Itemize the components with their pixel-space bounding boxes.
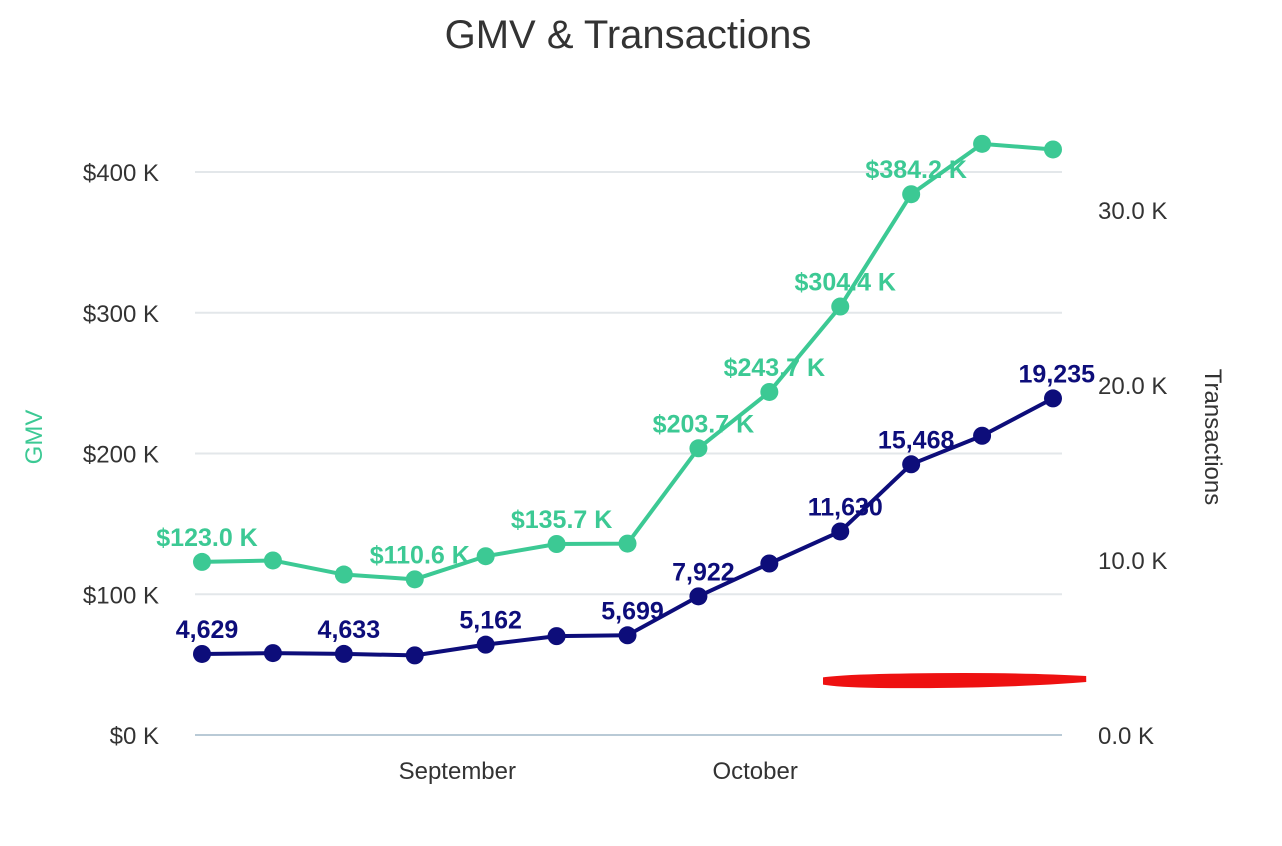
data-point (973, 426, 992, 445)
y2-tick-label: 0.0 K (1098, 723, 1154, 750)
right-axis: 0.0 K 10.0 K 20.0 K 30.0 K (1098, 198, 1167, 750)
data-point (973, 134, 992, 153)
data-point (263, 551, 282, 570)
data-point (1044, 389, 1062, 408)
data-point (547, 627, 566, 646)
data-point (902, 455, 921, 474)
data-label: 4,633 (318, 616, 381, 644)
data-label: $384.2 K (865, 156, 966, 184)
y-tick-label: $200 K (83, 442, 159, 469)
chart-title: GMV & Transactions (445, 13, 812, 57)
data-label: 4,629 (176, 616, 239, 644)
series-transactions: 4,629 4,633 5,162 5,699 7,922 11,630 15,468 19,… (176, 360, 1096, 665)
data-point (334, 644, 353, 663)
data-label: $123.0 K (156, 524, 257, 552)
series-line (201, 141, 1054, 582)
y2-axis-title: Transactions (1199, 369, 1226, 506)
series-gmv: $123.0 K $110.6 K $135.7 K $203.7 K $243.7 K… (156, 134, 1062, 589)
data-point (263, 644, 282, 663)
data-point (193, 552, 211, 571)
data-point (476, 547, 495, 566)
data-label: $135.7 K (511, 506, 612, 534)
y-tick-label: $300 K (83, 301, 159, 328)
y-tick-label: $0 K (110, 723, 159, 750)
data-point (476, 635, 495, 654)
x-axis: September October (399, 758, 798, 785)
x-tick-label: September (399, 758, 516, 785)
y-axis-title: GMV (21, 410, 48, 465)
y2-tick-label: 30.0 K (1098, 198, 1167, 225)
data-point (405, 570, 424, 589)
data-point (405, 646, 424, 665)
data-point (902, 185, 921, 204)
y-tick-label: $100 K (83, 582, 159, 609)
data-label: 5,699 (601, 597, 664, 625)
data-point (760, 382, 779, 401)
grid (195, 171, 1062, 736)
data-point (618, 626, 637, 645)
data-label: 7,922 (672, 558, 735, 586)
left-axis: $0 K $100 K $200 K $300 K $400 K (83, 160, 159, 750)
series-layer: $123.0 K $110.6 K $135.7 K $203.7 K $243.7 K… (156, 134, 1096, 665)
data-label: $110.6 K (370, 541, 470, 569)
data-point (689, 439, 708, 458)
data-label: 19,235 (1019, 360, 1096, 388)
data-point (334, 565, 353, 584)
data-label: $304.4 K (795, 269, 896, 297)
data-point (547, 535, 566, 554)
data-point (831, 297, 850, 316)
data-label: 11,630 (808, 493, 883, 521)
data-point (831, 522, 850, 541)
data-label: $203.7 K (653, 410, 754, 438)
data-point (689, 587, 708, 606)
data-point (618, 534, 637, 553)
data-point (760, 554, 779, 573)
data-label: 15,468 (878, 426, 955, 454)
red-marker-stroke (823, 673, 1087, 689)
data-point (1044, 140, 1062, 159)
data-label: $243.7 K (724, 354, 825, 382)
y-tick-label: $400 K (83, 160, 159, 187)
x-tick-label: October (712, 758, 797, 785)
y2-tick-label: 10.0 K (1098, 548, 1167, 575)
y2-tick-label: 20.0 K (1098, 373, 1167, 400)
data-label: 5,162 (459, 607, 522, 635)
data-point (193, 644, 211, 663)
